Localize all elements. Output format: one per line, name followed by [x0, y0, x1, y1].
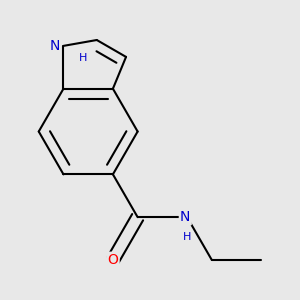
- Text: H: H: [183, 232, 191, 242]
- Text: N: N: [180, 210, 190, 224]
- Text: O: O: [107, 253, 118, 267]
- Text: N: N: [49, 39, 60, 53]
- Text: H: H: [79, 52, 87, 63]
